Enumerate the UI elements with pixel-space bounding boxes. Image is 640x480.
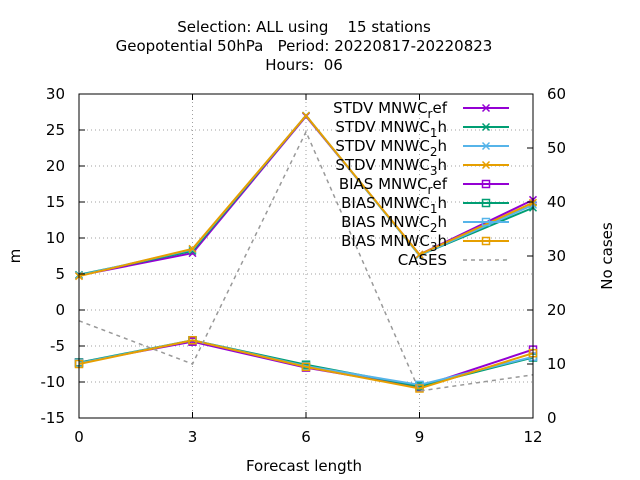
x-tick-label: 3 [188, 428, 198, 446]
y-axis-label: m [6, 249, 24, 264]
y2-tick-label: 40 [547, 193, 566, 211]
y2-tick-label: 10 [547, 355, 566, 373]
chart-title-line-2: Geopotential 50hPa Period: 20220817-2022… [116, 37, 493, 55]
legend-label: BIAS MNWC2h [341, 213, 447, 235]
series-line [78, 114, 534, 277]
legend-sample-marker [481, 179, 491, 189]
legend-sample-marker [481, 141, 491, 151]
legend-sample-marker [481, 236, 491, 246]
legend-label: STDV MNWC1h [335, 118, 447, 140]
legend-label-main: BIAS MNWC [341, 194, 430, 212]
legend-label: BIAS MNWC3h [341, 232, 447, 254]
legend-label: STDV MNWC2h [335, 137, 447, 159]
data-point [301, 362, 311, 372]
cross-stroke [481, 103, 491, 113]
legend-sample-marker [481, 103, 491, 113]
data-point [301, 111, 311, 120]
cross-stroke [415, 250, 424, 259]
series-line [78, 339, 534, 390]
legend-sample-marker [481, 217, 491, 227]
x-tick-label: 9 [415, 428, 425, 446]
y-tick-label: 15 [46, 193, 65, 211]
legend-label-main: STDV MNWC [333, 99, 427, 117]
legend-label-suffix: h [437, 194, 447, 212]
legend-label-subscript: r [428, 107, 433, 121]
legend-label-subscript: 1 [430, 126, 438, 140]
cross-stroke [301, 111, 311, 120]
legend-label-suffix: ef [432, 175, 447, 193]
series-6 [74, 335, 538, 390]
legend-label-main: STDV MNWC [335, 118, 429, 136]
legend-label-subscript: 1 [430, 202, 438, 216]
legend-label: STDV MNWCref [333, 99, 448, 121]
legend-label-suffix: h [437, 213, 447, 231]
legend-label-subscript: 3 [430, 164, 438, 178]
legend-label-subscript: r [428, 183, 433, 197]
x-tick-label: 6 [301, 428, 311, 446]
legend-label-suffix: ef [432, 99, 447, 117]
series-line [78, 114, 534, 277]
legend-label: STDV MNWC3h [335, 156, 447, 178]
legend-label-subscript: 2 [430, 221, 438, 235]
legend-label-suffix: h [437, 232, 447, 250]
legend-label-suffix: h [437, 137, 447, 155]
data-point [415, 384, 424, 393]
series-1 [74, 111, 538, 279]
data-point [415, 250, 424, 259]
legend-sample-marker [481, 198, 491, 208]
legend-label-main: BIAS MNWC [339, 175, 428, 193]
x-tick-label: 0 [74, 428, 84, 446]
legend-sample-marker [481, 160, 491, 170]
legend-label: CASES [398, 251, 447, 269]
legend-label-subscript: 3 [430, 240, 438, 254]
data-point [188, 244, 197, 253]
y-tick-label: -5 [50, 337, 65, 355]
y2-tick-label: 20 [547, 301, 566, 319]
y-tick-label: 25 [46, 121, 65, 139]
cross-stroke [188, 244, 197, 253]
x-tick-label: 12 [523, 428, 542, 446]
chart-title-line-1: Selection: ALL using 15 stations [177, 18, 431, 36]
y-tick-label: -15 [41, 409, 66, 427]
series-line [78, 114, 534, 278]
y-tick-label: 30 [46, 85, 65, 103]
legend-label-main: STDV MNWC [335, 156, 429, 174]
cross-stroke [481, 141, 491, 151]
legend-label-main: CASES [398, 251, 447, 269]
series-line [78, 130, 534, 392]
data-point [188, 335, 197, 345]
series-8 [78, 130, 534, 392]
legend-label: BIAS MNWC1h [341, 194, 447, 216]
y-tick-label: 20 [46, 157, 65, 175]
y-tick-label: 0 [55, 301, 65, 319]
legend-label-main: BIAS MNWC [341, 232, 430, 250]
series-3 [74, 111, 538, 281]
y2-tick-label: 0 [547, 409, 557, 427]
legend-label-suffix: h [437, 156, 447, 174]
series-2 [74, 111, 538, 280]
y2-tick-label: 30 [547, 247, 566, 265]
legend-label: BIAS MNWCref [339, 175, 448, 197]
y2-tick-label: 50 [547, 139, 566, 157]
legend-label-main: BIAS MNWC [341, 213, 430, 231]
legend-sample-marker [481, 122, 491, 132]
cross-stroke [481, 160, 491, 170]
y-tick-label: -10 [41, 373, 66, 391]
legend-label-subscript: 2 [430, 145, 438, 159]
chart-title-line-3: Hours: 06 [265, 56, 343, 74]
y2-axis-label: No cases [598, 222, 616, 290]
cross-stroke [188, 246, 197, 255]
legend-label-main: STDV MNWC [335, 137, 429, 155]
y-tick-label: 10 [46, 229, 65, 247]
x-axis-label: Forecast length [246, 457, 362, 475]
y2-tick-label: 60 [547, 85, 566, 103]
y-tick-label: 5 [55, 265, 65, 283]
legend-label-suffix: h [437, 118, 447, 136]
cross-stroke [481, 122, 491, 132]
